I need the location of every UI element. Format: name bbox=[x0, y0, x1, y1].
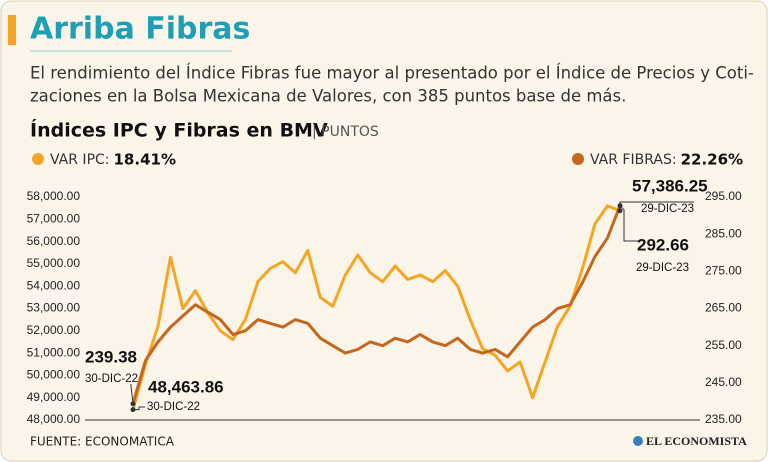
line bbox=[131, 205, 622, 405]
leader bbox=[619, 201, 694, 211]
y2-tick-label: 235.00 bbox=[705, 412, 742, 426]
accent-bar bbox=[8, 15, 16, 45]
leader bbox=[619, 205, 640, 242]
y-tick-label: 57,000.00 bbox=[27, 211, 81, 225]
y-tick-label: 50,000.00 bbox=[27, 368, 81, 382]
y-tick-label: 58,000.00 bbox=[27, 189, 81, 203]
subtitle: El rendimiento del Índice Fibras fue may… bbox=[30, 64, 754, 83]
date-label: 30-DIC-22 bbox=[147, 401, 200, 413]
brand: EL ECONOMISTA bbox=[646, 434, 747, 448]
data-label: 48,463.86 bbox=[148, 377, 224, 396]
legend-value: 18.41% bbox=[114, 151, 176, 169]
y2-tick-label: 245.00 bbox=[705, 375, 742, 389]
data-label: 57,386.25 bbox=[632, 176, 708, 195]
logo-icon bbox=[633, 436, 643, 446]
y2-tick-label: 255.00 bbox=[705, 338, 742, 352]
line bbox=[131, 204, 621, 411]
legend-label: VAR FIBRAS: bbox=[590, 152, 677, 168]
y2-tick-label: 275.00 bbox=[705, 264, 742, 278]
y-tick-label: 55,000.00 bbox=[27, 256, 81, 270]
leader bbox=[130, 384, 134, 404]
y2-tick-label: 295.00 bbox=[705, 189, 742, 203]
y-tick-label: 49,000.00 bbox=[27, 390, 81, 404]
data-label: 239.38 bbox=[85, 347, 137, 366]
y-tick-label: 51,000.00 bbox=[27, 345, 81, 359]
subtitle: zaciones en la Bolsa Mexicana de Valores… bbox=[30, 87, 626, 106]
date-label: 29-DIC-23 bbox=[641, 203, 694, 215]
unit: | PUNTOS bbox=[312, 124, 379, 140]
y-tick-label: 52,000.00 bbox=[27, 323, 81, 337]
y2-tick-label: 285.00 bbox=[705, 226, 742, 240]
leader bbox=[133, 406, 145, 411]
data-label: 292.66 bbox=[637, 235, 689, 254]
y2-tick-label: 265.00 bbox=[705, 301, 742, 315]
date-label: 30-DIC-22 bbox=[85, 373, 138, 385]
legend-dot bbox=[32, 153, 44, 165]
legend-value: 22.26% bbox=[681, 151, 743, 169]
y-tick-label: 48,000.00 bbox=[27, 412, 81, 426]
date-label: 29-DIC-23 bbox=[636, 262, 689, 274]
title: Arriba Fibras bbox=[30, 12, 250, 47]
source: FUENTE: ECONOMATICA bbox=[30, 435, 175, 449]
y-tick-label: 56,000.00 bbox=[27, 234, 81, 248]
legend-dot bbox=[572, 153, 584, 165]
y-tick-label: 54,000.00 bbox=[27, 278, 81, 292]
chart-title: Índices IPC y Fibras en BMV bbox=[30, 119, 328, 142]
y-tick-label: 53,000.00 bbox=[27, 301, 81, 315]
legend-label: VAR IPC: bbox=[50, 152, 110, 168]
